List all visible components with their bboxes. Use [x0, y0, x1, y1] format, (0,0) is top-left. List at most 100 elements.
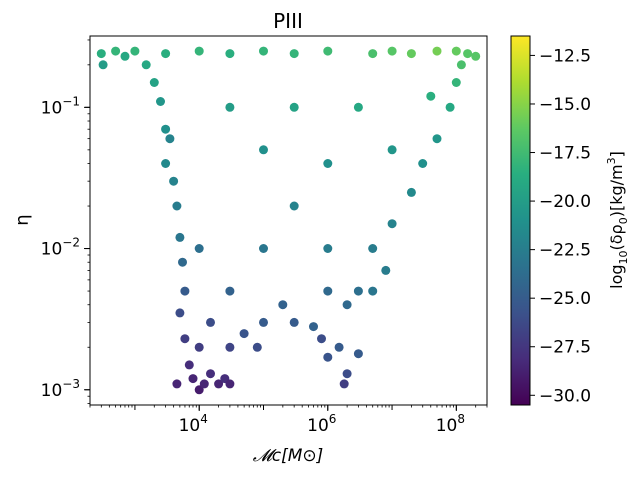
data-point	[381, 265, 391, 275]
colorbar-tick-label: −22.5	[539, 241, 591, 261]
data-point	[175, 232, 185, 242]
data-point	[161, 159, 171, 168]
data-point	[451, 46, 461, 56]
data-point	[323, 286, 333, 296]
data-point	[175, 308, 185, 318]
data-point	[165, 134, 175, 144]
data-point	[418, 159, 428, 168]
data-point	[456, 60, 466, 70]
data-point	[180, 286, 190, 296]
data-point	[334, 342, 344, 352]
data-point	[387, 219, 397, 229]
data-point	[342, 300, 352, 310]
data-point	[289, 102, 299, 112]
data-point	[323, 46, 333, 56]
data-point	[225, 379, 235, 389]
data-point	[451, 78, 461, 87]
chart-title: PIII	[273, 9, 303, 33]
colorbar-gradient	[510, 35, 531, 406]
y-tick-label: 10−1	[41, 94, 80, 118]
data-point	[206, 369, 215, 379]
data-point	[353, 286, 363, 296]
data-point	[445, 102, 455, 112]
data-point	[323, 352, 333, 362]
data-point	[387, 46, 397, 56]
data-point	[309, 322, 318, 332]
data-point	[172, 201, 182, 211]
data-point	[184, 360, 194, 370]
data-point	[463, 49, 473, 59]
colorbar-tick-label: −30.0	[539, 386, 591, 406]
data-point	[259, 145, 268, 155]
data-point	[259, 317, 268, 327]
data-point	[353, 349, 363, 359]
data-point	[194, 385, 204, 395]
data-point	[225, 342, 235, 352]
data-point	[225, 286, 235, 296]
data-point	[471, 51, 481, 61]
data-point	[323, 159, 333, 168]
data-point	[289, 201, 299, 211]
data-point	[111, 46, 121, 56]
data-point	[130, 46, 140, 56]
data-point	[199, 379, 209, 389]
data-point	[368, 286, 378, 296]
data-point	[323, 244, 333, 253]
data-point	[169, 176, 179, 186]
data-point	[141, 60, 151, 70]
colorbar-label: log10(δρ0)[kg/m3]	[605, 151, 630, 289]
colorbar-tick-label: −25.0	[539, 289, 591, 309]
data-point	[214, 379, 224, 389]
data-point	[368, 49, 378, 59]
data-point	[387, 145, 397, 155]
x-axis: 104 106 108	[89, 405, 488, 436]
colorbar-tick-label: −17.5	[539, 144, 591, 164]
data-point	[178, 257, 187, 267]
data-point	[194, 342, 204, 352]
data-point	[96, 49, 106, 59]
y-axis: 10−3 10−2 10−1	[41, 39, 90, 404]
data-point	[342, 369, 352, 379]
colorbar-ticks: −30.0 −27.5 −25.0 −22.5 −20.0 −17.5 −15.0 −12.5	[530, 46, 591, 406]
data-point	[406, 49, 416, 59]
data-point	[194, 46, 204, 56]
data-point	[289, 49, 299, 59]
data-point	[194, 244, 204, 253]
y-tick-label: 10−3	[41, 377, 80, 401]
data-point	[259, 244, 268, 253]
data-point	[289, 317, 299, 327]
data-point	[120, 51, 130, 61]
scatter-points	[96, 46, 481, 395]
y-axis-label: η	[12, 214, 33, 225]
colorbar-tick-label: −15.0	[539, 95, 591, 115]
data-point	[353, 102, 363, 112]
data-point	[239, 329, 249, 339]
data-point	[161, 49, 171, 59]
x-tick-label: 106	[307, 412, 336, 436]
data-point	[432, 46, 442, 56]
data-point	[426, 91, 436, 101]
data-point	[339, 379, 349, 389]
data-point	[149, 78, 159, 87]
data-point	[161, 124, 171, 134]
data-point	[259, 46, 268, 56]
data-point	[172, 379, 182, 389]
data-point	[406, 187, 416, 197]
colorbar-tick-label: −20.0	[539, 192, 591, 212]
data-point	[225, 102, 235, 112]
data-point	[432, 134, 442, 144]
plot-area-frame	[89, 35, 488, 406]
data-point	[368, 244, 378, 253]
data-point	[180, 334, 190, 344]
x-tick-label: 108	[436, 412, 465, 436]
data-point	[278, 300, 288, 310]
x-tick-label: 104	[179, 412, 208, 436]
data-point	[206, 317, 215, 327]
data-point	[98, 60, 108, 70]
colorbar-tick-label: −12.5	[539, 46, 591, 66]
data-point	[188, 374, 198, 384]
y-tick-label: 10−2	[41, 236, 80, 260]
x-axis-label: 𝓜c[M⊙]	[253, 446, 324, 466]
